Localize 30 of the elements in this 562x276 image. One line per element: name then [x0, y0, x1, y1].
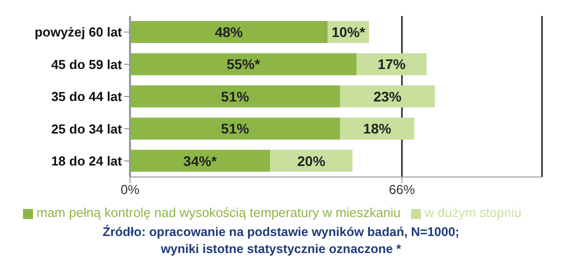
bar: [130, 85, 340, 108]
y-tick-label: 25 do 34 lat: [51, 121, 123, 136]
y-tick-label: powyżej 60 lat: [34, 24, 123, 40]
data-label: 48%: [214, 24, 244, 40]
y-tick-label: 35 do 44 lat: [51, 89, 123, 104]
y-tick-label: 45 do 59 lat: [51, 56, 123, 72]
x-tick-label: 0%: [120, 182, 140, 198]
legend-label: mam pełną kontrolę nad wysokością temperatury w mieszkaniu: [36, 205, 401, 220]
bar: [130, 53, 357, 76]
data-label: 18%: [363, 120, 392, 137]
bar: [130, 118, 340, 140]
data-label: 17%: [378, 56, 406, 72]
bar: [340, 85, 435, 108]
data-label: 23%: [373, 88, 402, 104]
legend-label: w dużym stopniu: [424, 205, 522, 220]
text: wyniki istotne statystycznie oznaczone *: [160, 241, 402, 258]
bar: [130, 21, 328, 43]
bar: [340, 118, 414, 140]
data-label: 34%*: [183, 152, 218, 169]
bar: [270, 150, 352, 172]
data-label: 10%*: [332, 24, 366, 40]
data-label: 51%: [221, 88, 250, 104]
x-tick-label: 66%: [388, 182, 416, 198]
bar: [130, 150, 270, 172]
data-label: 55%*: [226, 56, 261, 72]
text: Źródło: opracowanie na podstawie wyników badań, N=1000;: [102, 224, 460, 241]
bar: [356, 53, 427, 76]
y-tick-label: 18 do 24 lat: [51, 154, 123, 169]
data-label: 20%: [297, 152, 326, 169]
data-label: 51%: [221, 120, 250, 137]
